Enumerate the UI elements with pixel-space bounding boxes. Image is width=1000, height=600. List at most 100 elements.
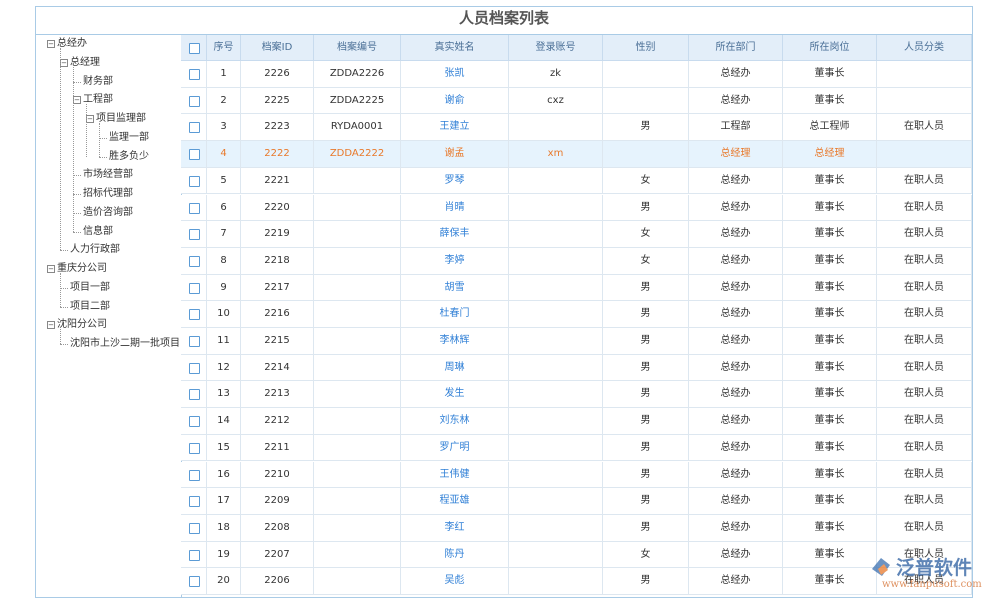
row-checkbox[interactable]	[189, 202, 200, 214]
table-cell: 在职人员	[877, 568, 972, 595]
row-checkbox[interactable]	[189, 362, 200, 374]
tree-toggle[interactable]: −	[47, 321, 55, 330]
name-link[interactable]: 胡雪	[401, 274, 509, 302]
table-cell: 总经理	[689, 141, 783, 168]
tree-node[interactable]: 总经理	[70, 56, 100, 68]
row-checkbox[interactable]	[189, 389, 200, 401]
table-cell: 19	[207, 541, 241, 569]
table-cell: 董事长	[783, 274, 877, 302]
page-title: 人员档案列表	[36, 7, 972, 35]
tree-connector	[99, 156, 107, 158]
table-cell: 女	[603, 221, 689, 248]
tree-node[interactable]: 市场经营部	[83, 169, 133, 181]
tree-toggle[interactable]: −	[60, 58, 68, 67]
table-cell: 2206	[241, 568, 314, 595]
name-link[interactable]: 王伟健	[401, 461, 509, 489]
table-cell: 在职人员	[877, 167, 972, 195]
name-link[interactable]: 程亚雄	[401, 488, 509, 515]
table-cell	[603, 87, 689, 115]
row-checkbox[interactable]	[189, 255, 200, 267]
name-link[interactable]: 谢孟	[401, 141, 509, 168]
table-cell: 总经办	[689, 408, 783, 435]
tree-node[interactable]: 沈阳分公司	[57, 319, 107, 331]
tree-toggle[interactable]: −	[73, 96, 81, 105]
name-link[interactable]: 王建立	[401, 114, 509, 142]
row-checkbox[interactable]	[189, 496, 200, 508]
table-cell: 总经办	[689, 167, 783, 195]
tree-node[interactable]: 信息部	[83, 225, 113, 237]
table-cell	[314, 247, 401, 275]
table-cell: 在职人员	[877, 541, 972, 569]
row-checkbox[interactable]	[189, 469, 200, 481]
tree-node[interactable]: 项目监理部	[96, 113, 146, 124]
name-link[interactable]: 薛保丰	[401, 221, 509, 248]
tree-node[interactable]: 人力行政部	[70, 244, 120, 256]
row-checkbox[interactable]	[189, 442, 200, 454]
row-checkbox[interactable]	[189, 549, 200, 561]
tree-node[interactable]: 造价咨询部	[83, 206, 133, 218]
row-checkbox[interactable]	[189, 309, 200, 321]
tree-node[interactable]: 招标代理部	[83, 188, 133, 199]
row-checkbox[interactable]	[189, 576, 200, 588]
tree-node[interactable]: 胜多负少	[109, 150, 149, 162]
tree-node[interactable]: 项目一部	[70, 281, 110, 293]
name-link[interactable]: 李林辉	[401, 328, 509, 355]
name-link[interactable]: 张凯	[401, 61, 509, 88]
name-link[interactable]: 谢俞	[401, 87, 509, 115]
header-cell: 登录账号	[509, 35, 603, 61]
table-cell: 2214	[241, 354, 314, 382]
name-link[interactable]: 罗琴	[401, 167, 509, 195]
name-link[interactable]: 李红	[401, 514, 509, 542]
tree-node[interactable]: 沈阳市上沙二期一批项目	[70, 338, 180, 349]
name-link[interactable]: 杜春门	[401, 301, 509, 328]
row-checkbox[interactable]	[189, 95, 200, 107]
tree-node[interactable]: 财务部	[83, 75, 113, 87]
table-cell: 2208	[241, 514, 314, 542]
row-checkbox[interactable]	[189, 282, 200, 294]
table-cell	[603, 141, 689, 168]
table-cell	[603, 61, 689, 88]
tree-toggle[interactable]: −	[47, 40, 55, 48]
tree-node[interactable]: 项目二部	[70, 300, 110, 312]
row-checkbox[interactable]	[189, 522, 200, 534]
name-link[interactable]: 肖晴	[401, 194, 509, 222]
row-checkbox[interactable]	[189, 175, 200, 187]
tree-connector	[73, 212, 81, 214]
tree-node[interactable]: 监理一部	[109, 131, 149, 143]
row-checkbox[interactable]	[189, 336, 200, 347]
header-cell: 档案编号	[314, 35, 401, 61]
tree-node[interactable]: 总经办	[57, 38, 87, 49]
table-cell: 总经办	[689, 488, 783, 515]
tree-toggle[interactable]: −	[47, 265, 55, 273]
row-checkbox[interactable]	[189, 69, 200, 80]
name-link[interactable]: 周琳	[401, 354, 509, 382]
table-cell: 男	[603, 194, 689, 222]
table-cell: 女	[603, 247, 689, 275]
tree-node[interactable]: 工程部	[83, 94, 113, 106]
row-checkbox[interactable]	[189, 416, 200, 428]
table-cell: 2216	[241, 301, 314, 328]
table-cell: 2223	[241, 114, 314, 142]
table-cell: 14	[207, 408, 241, 435]
table-cell	[314, 541, 401, 569]
name-link[interactable]: 吴彪	[401, 568, 509, 595]
name-link[interactable]: 罗广明	[401, 434, 509, 462]
table-cell	[509, 167, 603, 195]
table-cell: 在职人员	[877, 194, 972, 222]
table-cell: 在职人员	[877, 488, 972, 515]
name-link[interactable]: 李婷	[401, 247, 509, 275]
row-checkbox[interactable]	[189, 149, 200, 161]
select-all-checkbox[interactable]	[189, 43, 200, 54]
tree-toggle[interactable]: −	[86, 115, 94, 123]
tree-connector	[60, 306, 68, 308]
table-cell: 在职人员	[877, 381, 972, 409]
name-link[interactable]: 陈丹	[401, 541, 509, 569]
table-cell: 董事长	[783, 328, 877, 355]
name-link[interactable]: 刘东林	[401, 408, 509, 435]
table-cell: 2211	[241, 434, 314, 462]
table-cell: 20	[207, 568, 241, 595]
name-link[interactable]: 发生	[401, 381, 509, 409]
row-checkbox[interactable]	[189, 229, 200, 241]
row-checkbox[interactable]	[189, 122, 200, 134]
tree-node[interactable]: 重庆分公司	[57, 263, 107, 274]
